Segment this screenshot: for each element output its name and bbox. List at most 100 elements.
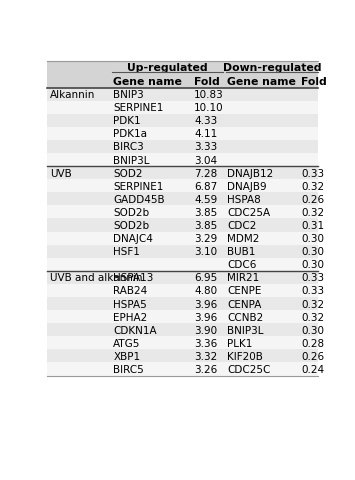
Text: CDC2: CDC2 <box>227 220 257 230</box>
Text: 6.95: 6.95 <box>194 273 217 283</box>
Text: 3.04: 3.04 <box>194 155 217 165</box>
Bar <box>47 114 318 128</box>
Text: 0.30: 0.30 <box>301 247 324 257</box>
Text: SERPINE1: SERPINE1 <box>113 103 164 113</box>
Bar <box>47 363 318 376</box>
Text: BNIP3: BNIP3 <box>113 90 144 100</box>
Bar <box>47 219 318 232</box>
Text: ATG5: ATG5 <box>113 338 141 348</box>
Text: BNIP3L: BNIP3L <box>227 325 264 335</box>
Text: CDC6: CDC6 <box>227 260 257 270</box>
Bar <box>47 101 318 114</box>
Bar <box>47 206 318 219</box>
Bar <box>47 324 318 336</box>
Text: EPHA2: EPHA2 <box>113 312 148 322</box>
Text: 0.31: 0.31 <box>301 220 324 230</box>
Text: 0.30: 0.30 <box>301 234 324 243</box>
Text: Fold: Fold <box>301 77 327 87</box>
Text: 3.10: 3.10 <box>194 247 217 257</box>
Bar <box>47 232 318 245</box>
Text: MDM2: MDM2 <box>227 234 260 243</box>
Bar <box>47 141 318 154</box>
Text: 0.32: 0.32 <box>301 312 324 322</box>
Bar <box>47 297 318 311</box>
Bar <box>47 180 318 193</box>
Bar <box>47 154 318 167</box>
Text: XBP1: XBP1 <box>113 351 141 361</box>
Text: UVB: UVB <box>50 168 72 178</box>
Text: 3.26: 3.26 <box>194 364 217 374</box>
Bar <box>47 311 318 324</box>
Text: BUB1: BUB1 <box>227 247 256 257</box>
Bar <box>47 336 318 349</box>
Text: 0.28: 0.28 <box>301 338 324 348</box>
Text: CENPA: CENPA <box>227 299 262 309</box>
Text: DNAJB9: DNAJB9 <box>227 181 267 192</box>
Text: Up-regulated: Up-regulated <box>127 63 208 73</box>
Text: 0.26: 0.26 <box>301 194 324 204</box>
Text: KIF20B: KIF20B <box>227 351 263 361</box>
Text: 3.29: 3.29 <box>194 234 217 243</box>
Text: 0.33: 0.33 <box>301 168 324 178</box>
Text: Alkannin: Alkannin <box>50 90 95 100</box>
Text: HSF1: HSF1 <box>113 247 140 257</box>
Text: 3.32: 3.32 <box>194 351 217 361</box>
Text: 4.11: 4.11 <box>194 129 217 139</box>
Text: 10.10: 10.10 <box>194 103 224 113</box>
Text: PLK1: PLK1 <box>227 338 253 348</box>
Text: 0.33: 0.33 <box>301 286 324 296</box>
Text: 6.87: 6.87 <box>194 181 217 192</box>
Text: 7.28: 7.28 <box>194 168 217 178</box>
Bar <box>47 349 318 363</box>
Text: CENPE: CENPE <box>227 286 262 296</box>
Text: SERPINE1: SERPINE1 <box>113 181 164 192</box>
Text: SOD2: SOD2 <box>113 168 143 178</box>
Text: PDK1: PDK1 <box>113 116 141 126</box>
Bar <box>47 128 318 141</box>
Text: 0.33: 0.33 <box>301 273 324 283</box>
Text: 4.59: 4.59 <box>194 194 217 204</box>
Bar <box>47 284 318 297</box>
Text: 0.24: 0.24 <box>301 364 324 374</box>
Text: PDK1a: PDK1a <box>113 129 147 139</box>
Text: CDC25A: CDC25A <box>227 207 271 217</box>
Text: 3.85: 3.85 <box>194 220 217 230</box>
Text: 10.83: 10.83 <box>194 90 224 100</box>
Text: BIRC5: BIRC5 <box>113 364 144 374</box>
Text: HSPA5: HSPA5 <box>113 299 147 309</box>
Text: UVB and alkannin: UVB and alkannin <box>50 273 142 283</box>
Text: HSPA13: HSPA13 <box>113 273 154 283</box>
Bar <box>47 193 318 206</box>
Bar <box>47 258 318 271</box>
Bar <box>47 61 318 88</box>
Text: 3.90: 3.90 <box>194 325 217 335</box>
Text: SOD2b: SOD2b <box>113 207 149 217</box>
Text: HSPA8: HSPA8 <box>227 194 261 204</box>
Text: 0.26: 0.26 <box>301 351 324 361</box>
Text: Fold: Fold <box>194 77 220 87</box>
Text: 4.80: 4.80 <box>194 286 217 296</box>
Text: 0.30: 0.30 <box>301 260 324 270</box>
Text: 0.32: 0.32 <box>301 299 324 309</box>
Text: Down-regulated: Down-regulated <box>223 63 321 73</box>
Text: DNAJC4: DNAJC4 <box>113 234 153 243</box>
Text: MIR21: MIR21 <box>227 273 260 283</box>
Bar <box>47 271 318 284</box>
Text: 3.96: 3.96 <box>194 299 217 309</box>
Bar <box>47 88 318 101</box>
Text: 0.32: 0.32 <box>301 181 324 192</box>
Text: 0.30: 0.30 <box>301 325 324 335</box>
Text: DNAJB12: DNAJB12 <box>227 168 273 178</box>
Text: Gene name: Gene name <box>113 77 182 87</box>
Text: 3.33: 3.33 <box>194 142 217 152</box>
Text: CDC25C: CDC25C <box>227 364 271 374</box>
Bar <box>47 167 318 180</box>
Text: 3.85: 3.85 <box>194 207 217 217</box>
Text: 0.32: 0.32 <box>301 207 324 217</box>
Text: GADD45B: GADD45B <box>113 194 165 204</box>
Text: 3.36: 3.36 <box>194 338 217 348</box>
Text: BNIP3L: BNIP3L <box>113 155 150 165</box>
Text: BIRC3: BIRC3 <box>113 142 144 152</box>
Text: 3.96: 3.96 <box>194 312 217 322</box>
Text: 4.33: 4.33 <box>194 116 217 126</box>
